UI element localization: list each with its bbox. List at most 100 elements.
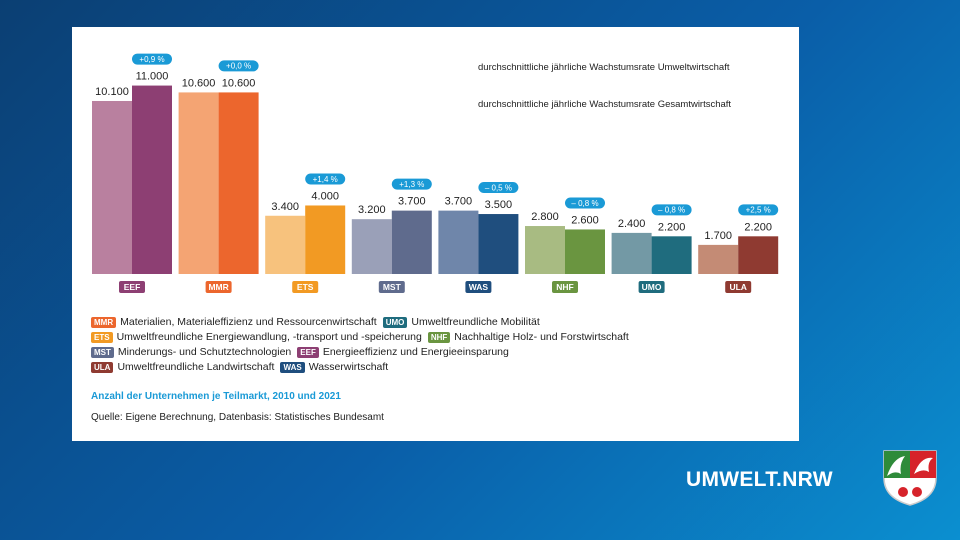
category-badge — [465, 281, 492, 293]
category-label: ETS — [297, 282, 314, 292]
legend-badge: MMR — [91, 317, 117, 328]
category-badge — [205, 281, 232, 293]
growth-badge — [218, 60, 259, 72]
growth-badge — [738, 204, 779, 216]
value-label-2010: 10.100 — [95, 86, 129, 98]
category-label: MMR — [208, 282, 228, 292]
legend-label: Umweltfreundliche Energiewandlung, -tran… — [116, 331, 422, 343]
brand-text: UMWELT.NRW — [686, 468, 833, 491]
bar-2010-mst — [351, 219, 392, 274]
value-label-2021: 2.200 — [658, 221, 686, 233]
bar-2010-was — [438, 210, 479, 274]
legend-badge: NHF — [427, 332, 451, 343]
legend-item-ula: ULA Umweltfreundliche Landwirtschaft — [91, 360, 274, 375]
growth-badge — [565, 197, 605, 209]
nrw-crest-icon — [883, 450, 937, 506]
growth-badge — [391, 178, 432, 190]
growth-badge — [651, 204, 692, 216]
legend-item-umo: UMO Umweltfreundliche Mobilität — [382, 315, 540, 330]
bar-2021-was — [478, 214, 519, 274]
legend-badge: WAS — [280, 362, 305, 373]
legend-badge: ULA — [91, 362, 114, 373]
category-badge — [638, 281, 665, 293]
bar-2021-mst — [391, 210, 432, 274]
growth-badge — [305, 173, 346, 185]
category-badge — [292, 281, 319, 293]
bar-2010-ets — [265, 215, 306, 274]
legend-label: Materialien, Materialeffizienz und Resso… — [120, 316, 377, 328]
growth-legend-text: durchschnittliche jährliche Wachstumsrat… — [478, 99, 731, 110]
legend-badge: EEF — [297, 347, 319, 358]
value-label-2010: 2.800 — [531, 211, 559, 223]
bar-2010-nhf — [525, 226, 565, 274]
legend-item-ets: ETS Umweltfreundliche Energiewandlung, -t… — [91, 330, 422, 345]
legend-item-was: WAS Wasserwirtschaft — [280, 360, 388, 375]
value-label-2021: 2.200 — [744, 221, 772, 233]
bar-2021-umo — [651, 236, 692, 274]
legend-label: Umweltfreundliche Mobilität — [411, 316, 540, 328]
growth-legend-text: durchschnittliche jährliche Wachstumsrat… — [478, 62, 730, 73]
category-label: WAS — [469, 282, 489, 292]
growth-label: +2,5 % — [746, 206, 771, 215]
bar-2010-ula — [698, 244, 739, 274]
value-label-2010: 3.200 — [358, 204, 386, 216]
category-badge — [378, 281, 405, 293]
bar-2010-mmr — [178, 92, 219, 274]
legend-label: Wasserwirtschaft — [308, 361, 389, 373]
growth-label: – 0,5 % — [485, 183, 512, 192]
legend-row: ULA Umweltfreundliche Landwirtschaft WAS Wa… — [91, 360, 791, 375]
legend-row: MST Minderungs- und Schutztechnologien EEF… — [91, 345, 791, 360]
legend-label: Minderungs- und Schutztechnologien — [117, 346, 292, 358]
legend-badge: ETS — [91, 332, 113, 343]
value-label-2021: 3.500 — [485, 199, 513, 211]
growth-label: +0,0 % — [226, 62, 251, 71]
growth-badge — [478, 182, 519, 194]
category-badge — [119, 281, 145, 293]
legend-item-mst: MST Minderungs- und Schutztechnologien — [91, 345, 291, 360]
bar-2010-eef — [92, 100, 132, 274]
legend-item-mmr: MMR Materialien, Materialeffizienz und Re… — [91, 315, 377, 330]
legend: MMR Materialien, Materialeffizienz und Re… — [91, 315, 791, 375]
bar-2021-mmr — [218, 92, 259, 274]
growth-label: – 0,8 % — [571, 199, 598, 208]
category-label: NHF — [556, 282, 573, 292]
chart-title: Anzahl der Unternehmen je Teilmarkt, 201… — [91, 391, 341, 402]
value-label-2010: 2.400 — [618, 218, 646, 230]
value-label-2021: 2.600 — [571, 214, 599, 226]
bar-2010-umo — [611, 232, 652, 274]
bar-2021-nhf — [565, 229, 605, 274]
category-label: ULA — [729, 282, 746, 292]
legend-badge: MST — [91, 347, 114, 358]
source-note: Quelle: Eigene Berechnung, Datenbasis: S… — [91, 412, 384, 423]
category-label: MST — [383, 282, 402, 292]
bar-2021-eef — [132, 85, 172, 274]
value-label-2010: 10.600 — [182, 77, 216, 89]
value-label-2021: 4.000 — [311, 190, 339, 202]
value-label-2021: 10.600 — [222, 77, 256, 89]
category-badge — [552, 281, 578, 293]
legend-item-nhf: NHF Nachhaltige Holz- und Forstwirtschaft — [427, 330, 629, 345]
growth-label: – 0,8 % — [658, 206, 685, 215]
category-label: UMO — [642, 282, 662, 292]
bar-chart: 10.100 11.000 +0,9 % EEF 10.600 10.600 +0,0 % M… — [92, 53, 779, 293]
value-label-2021: 11.000 — [136, 71, 169, 83]
legend-label: Energieeffizienz und Energieeinsparung — [322, 346, 509, 358]
chart-card: 10.100 11.000 +0,9 % EEF 10.600 10.600 +0,0 % M… — [72, 27, 799, 441]
legend-badge: UMO — [382, 317, 408, 328]
legend-row: ETS Umweltfreundliche Energiewandlung, -t… — [91, 330, 791, 345]
growth-label: +0,9 % — [139, 55, 164, 64]
growth-label: +1,3 % — [399, 180, 424, 189]
bar-2021-ula — [738, 236, 779, 274]
legend-label: Umweltfreundliche Landwirtschaft — [117, 361, 275, 373]
value-label-2010: 3.700 — [445, 196, 473, 208]
value-label-2010: 3.400 — [271, 201, 299, 213]
category-label: EEF — [124, 282, 141, 292]
value-label-2010: 1.700 — [704, 230, 732, 242]
growth-badge — [132, 53, 172, 65]
growth-label: +1,4 % — [313, 175, 338, 184]
value-label-2021: 3.700 — [398, 196, 426, 208]
legend-item-eef: EEF Energieeffizienz und Energieeinsparun… — [297, 345, 509, 360]
legend-row: MMR Materialien, Materialeffizienz und Re… — [91, 315, 791, 330]
legend-label: Nachhaltige Holz- und Forstwirtschaft — [454, 331, 629, 343]
bar-2021-ets — [305, 205, 346, 274]
